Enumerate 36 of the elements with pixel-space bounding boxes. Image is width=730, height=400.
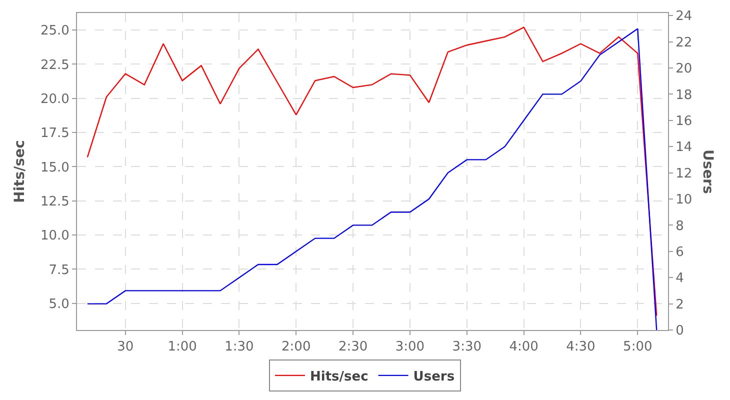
y2-tick-label: 14 <box>676 140 692 156</box>
y-tick-label: 22.5 <box>40 58 70 73</box>
y-tick-label: 20.0 <box>40 92 70 107</box>
x-tick-label: 3:30 <box>452 340 482 355</box>
y2-tick-label: 0 <box>676 324 684 339</box>
y2-tick-label: 24 <box>676 9 692 24</box>
y-tick-label: 17.5 <box>40 126 70 142</box>
x-tick-label: 2:30 <box>338 340 368 355</box>
y-tick-label: 15.0 <box>40 160 70 176</box>
x-tick-label: 5:00 <box>623 340 652 355</box>
legend-label: Hits/sec <box>310 370 368 384</box>
y2-tick-label: 16 <box>676 114 692 129</box>
x-tick-label: 4:30 <box>566 340 596 355</box>
x-tick-label: 1:00 <box>168 340 197 355</box>
y-tick-label: 5.0 <box>48 296 70 312</box>
y2-axis-title: Users <box>700 149 716 194</box>
x-tick-label: 1:30 <box>224 340 254 355</box>
y-tick-label: 7.5 <box>48 262 70 278</box>
x-tick-label: 2:00 <box>282 340 311 355</box>
y2-tick-label: 20 <box>676 62 692 77</box>
y2-tick-label: 10 <box>676 192 692 208</box>
y2-tick-label: 6 <box>676 244 684 260</box>
y-tick-label: 12.5 <box>40 194 70 210</box>
x-tick-label: 30 <box>117 340 134 355</box>
y2-tick-label: 2 <box>676 297 684 312</box>
y-tick-label: 25.0 <box>40 24 70 39</box>
y2-tick-label: 22 <box>676 35 692 50</box>
y-axis-title: Hits/sec <box>12 140 28 203</box>
x-tick-label: 3:00 <box>395 340 425 355</box>
x-tick-label: 4:00 <box>509 340 538 355</box>
y2-tick-label: 4 <box>676 271 684 286</box>
legend-label: Users <box>413 370 455 384</box>
y2-tick-label: 18 <box>676 88 692 103</box>
y2-tick-label: 8 <box>676 218 684 234</box>
y2-tick-label: 12 <box>676 166 692 182</box>
y-tick-label: 10.0 <box>40 228 70 244</box>
